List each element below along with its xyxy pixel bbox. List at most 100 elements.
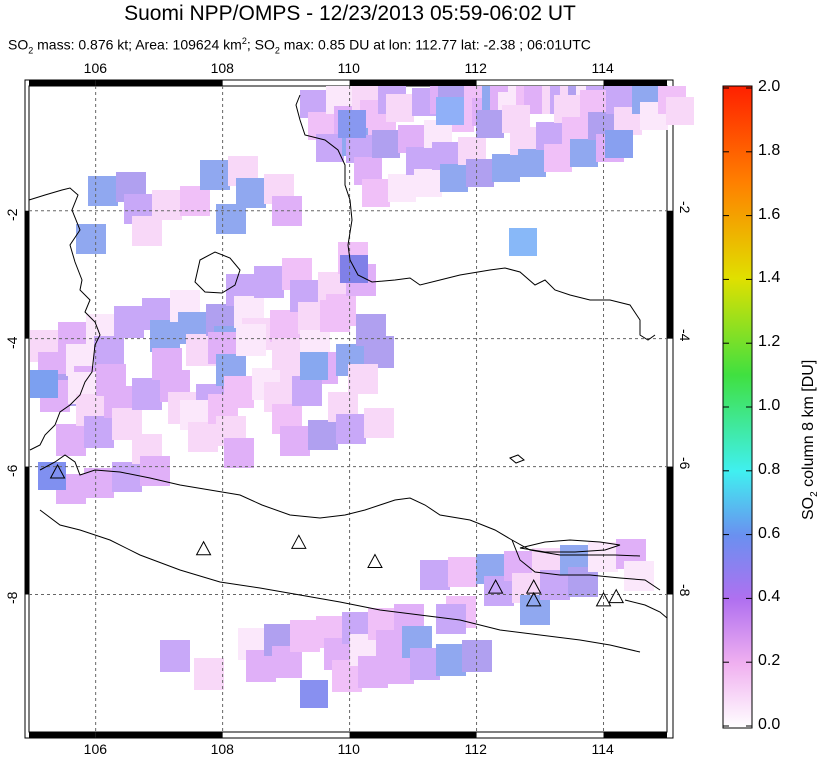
so2-pixel [348,364,378,394]
lat-label-right: -8 [677,584,693,597]
so2-pixel [94,336,124,368]
colorbar-tick-label: 0.6 [758,524,781,542]
so2-pixel [194,658,224,690]
so2-pixel [224,438,254,468]
so2-pixel [448,557,478,587]
lon-label-top: 106 [83,60,108,76]
so2-pixel [336,414,366,444]
so2-pixel [476,110,504,138]
colorbar-title-sub: 2 [809,491,821,497]
so2-pixel-high [340,255,368,283]
so2-pixel [290,620,320,652]
lon-label-top: 110 [337,60,360,76]
frame-tick-bar [667,210,673,339]
lat-label-left: -4 [4,336,20,349]
colorbar-tick-label: 1.8 [758,141,781,159]
frame-tick-bar [25,210,29,339]
map-subtitle: SO2 mass: 0.876 kt; Area: 109624 km2; SO… [8,36,591,56]
colorbar-title: SO2 column 8 km [DU] [800,360,820,520]
lon-label-bottom: 114 [591,741,614,757]
frame-tick-bar [667,466,673,595]
lat-label-right: -2 [677,200,693,214]
so2-pixel [216,204,246,234]
so2-pixel [388,174,416,202]
lat-label-left: -6 [4,464,20,477]
map-title: Suomi NPP/OMPS - 12/23/2013 05:59-06:02 … [124,2,576,25]
so2-pixel [84,468,114,498]
lon-label-top: 112 [464,60,487,76]
coastline-layer [28,94,668,653]
so2-pixel [320,300,350,332]
lon-label-bottom: 108 [210,741,234,757]
so2-pixel [518,149,546,177]
so2-max-label: ; SO [246,36,275,53]
so2-pixel [84,416,114,448]
so2-pixel [132,216,162,246]
colorbar-tick-label: 0.2 [758,652,781,670]
so2-pixel [88,176,118,206]
so2-pixel [180,186,210,216]
lon-label-top: 114 [591,60,614,76]
so2-pixel [292,376,322,406]
colorbar-title-prefix: SO [800,496,817,520]
so2-pixel [570,139,598,167]
so2-pixel [420,560,450,590]
frame-tick-bar [29,80,96,86]
frame-tick-bar [29,732,96,738]
so2-pixel [56,424,86,456]
belitung-coastline [194,251,241,294]
frame-tick-bar [349,80,477,86]
so2-pixel [624,561,654,591]
colorbar-tick-label: 1.0 [758,397,781,414]
sumatra-coastline [28,187,101,451]
so2-pixel [372,130,400,158]
so2-pixel-layer [30,86,694,708]
frame-tick-bar [603,80,667,86]
frame-tick-bar [349,732,477,738]
so2-pixel [280,426,310,456]
so2-pixel [236,324,266,356]
so2-pixel-high [605,130,633,158]
so2-pixel [414,169,442,197]
so2-pixel-high [30,370,58,398]
so2-pixel [150,320,180,352]
so2-pixel [270,310,300,342]
volcano-icon [487,579,504,594]
so2-pixel [308,420,338,450]
so2-pixel [236,178,266,208]
colorbar-tick-label: 2.0 [758,78,781,95]
so2-pixel [152,190,182,220]
so2-pixel [436,644,466,676]
volcano-layer [49,463,625,607]
lat-label-right: -4 [677,328,693,342]
frame-tick-bar [603,732,667,738]
colorbar-tick-label: 0.0 [758,716,781,733]
lat-label-right: -6 [677,456,693,470]
so2-pixel [440,164,468,192]
so2-pixel [76,224,106,254]
volcano-icon [525,591,542,607]
so2-pixel-high [509,228,537,256]
area-superscript: 2 [241,36,247,46]
colorbar-tick-label: 1.4 [758,269,781,287]
lon-label-bottom: 106 [83,741,108,757]
colorbar-title-rest: column 8 km [DU] [800,359,817,492]
colorbar-tick-label: 0.4 [758,588,781,606]
so2-mass-area-text: mass: 0.876 kt; Area: 109624 km [33,36,242,53]
graticule [29,86,667,732]
so2-pixel [362,179,390,207]
volcano-icon [608,588,625,604]
so2-pixel [492,154,520,182]
volcano-icon [595,591,612,607]
so2-pixel [160,640,190,672]
lon-label-top: 108 [210,60,234,76]
so2-mass-label: SO [8,36,29,53]
so2-pixel [316,134,344,162]
madura-coastline [519,539,621,553]
axis-tick-marks [25,80,673,738]
so2-pixel [188,422,218,452]
volcano-icon [195,540,212,556]
so2-pixel [466,159,494,187]
colorbar-tick-label: 1.2 [758,333,781,351]
